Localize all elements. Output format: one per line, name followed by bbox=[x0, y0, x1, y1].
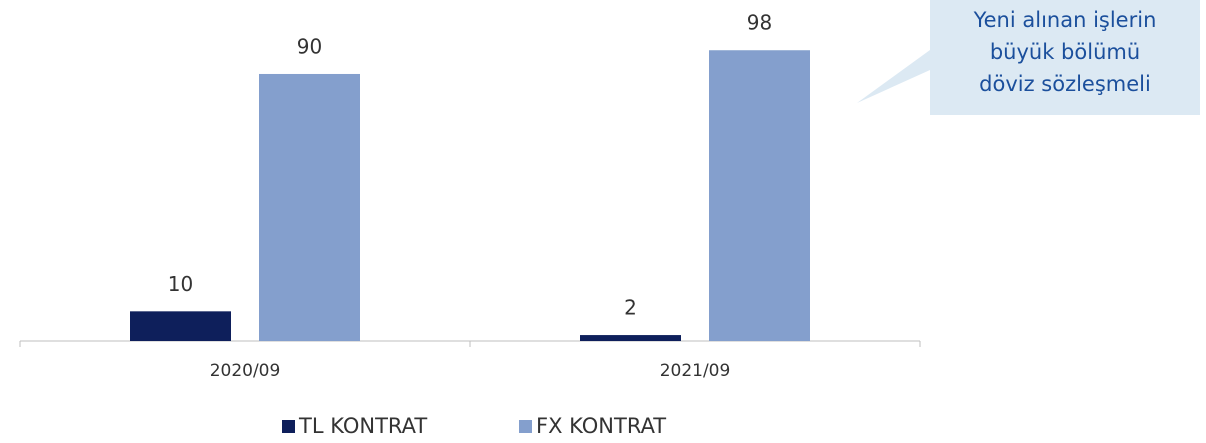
value-label: 2 bbox=[624, 296, 637, 320]
value-label: 98 bbox=[747, 11, 772, 35]
legend-swatch bbox=[519, 420, 532, 433]
bar bbox=[259, 73, 360, 341]
x-tick-label: 2020/09 bbox=[210, 361, 281, 381]
annotation: Yeni alınan işlerin bbox=[973, 8, 1157, 32]
bar bbox=[130, 311, 231, 341]
bar bbox=[709, 50, 810, 341]
legend-label: FX KONTRAT bbox=[536, 414, 666, 438]
x-tick-label: 2021/09 bbox=[660, 361, 731, 381]
value-label: 90 bbox=[297, 34, 322, 58]
callout-box bbox=[857, 0, 1200, 115]
annotation: büyük bölümü bbox=[990, 40, 1140, 64]
annotation: döviz sözleşmeli bbox=[979, 72, 1151, 96]
bar bbox=[580, 335, 681, 341]
value-label: 10 bbox=[168, 272, 193, 296]
legend-swatch bbox=[282, 420, 295, 433]
legend-label: TL KONTRAT bbox=[298, 414, 427, 438]
